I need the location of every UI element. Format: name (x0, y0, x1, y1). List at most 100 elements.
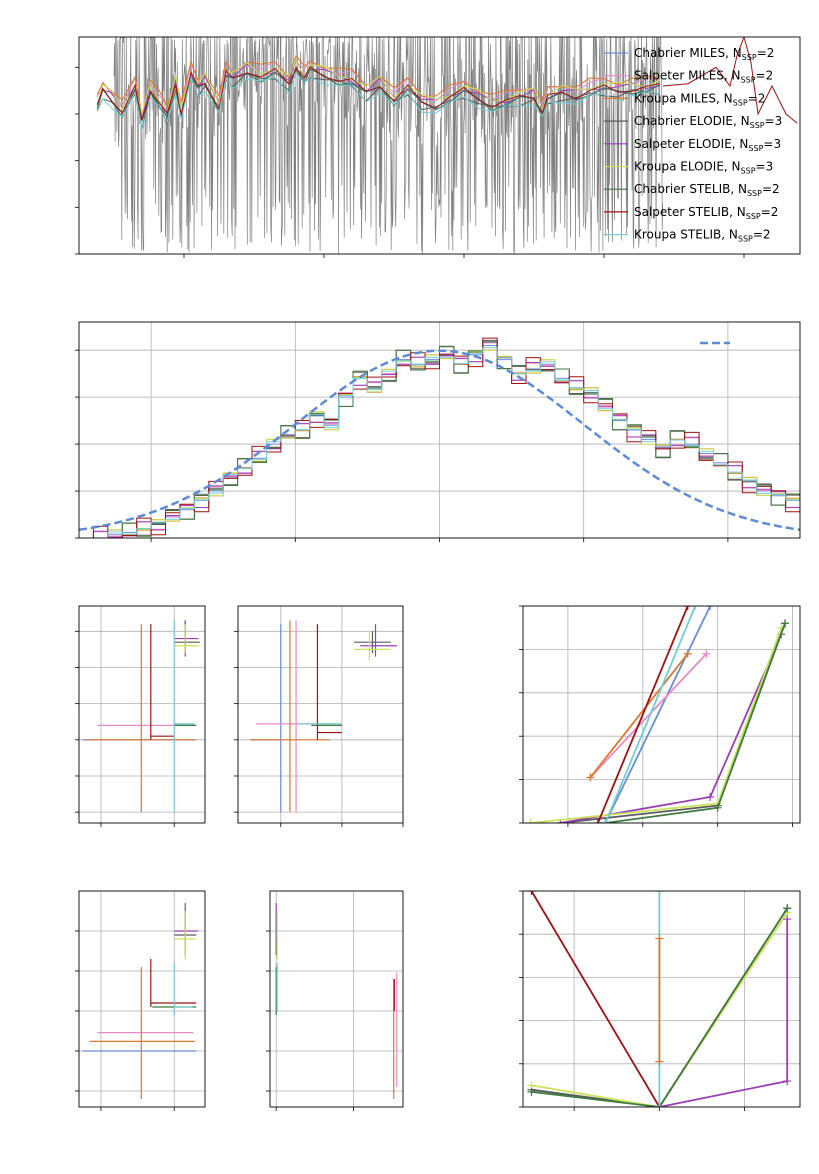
axes-frame (78, 36, 801, 255)
legend-entry: Salpeter ELODIE, NSSP=3 (634, 137, 781, 153)
data-point (683, 606, 692, 610)
data-point (655, 1103, 664, 1107)
series-line (530, 891, 661, 1107)
legend-value: =2 (761, 205, 779, 219)
series-salpeter_stelib (593, 606, 692, 823)
data-point (655, 934, 664, 943)
panel-2 (75, 321, 801, 542)
legend-label: Chabrier MILES, N (634, 46, 742, 60)
axes-frame (237, 605, 404, 824)
legend-subscript: SSP (748, 144, 763, 153)
plot-area (523, 606, 800, 823)
legend-entry: Salpeter STELIB, NSSP=2 (634, 205, 778, 221)
histogram-chabrier_stelib (93, 341, 800, 538)
legend-subscript: SSP (747, 189, 762, 198)
legend-subscript: SSP (738, 235, 753, 244)
legend-subscript: SSP (741, 167, 756, 176)
errorbar-kroupa_elodie (354, 631, 391, 661)
plot-area (238, 606, 403, 823)
errorbar-chabrier_miles (250, 624, 282, 813)
axes-frame (269, 890, 404, 1108)
legend-entry: Salpeter MILES, NSSP=2 (634, 69, 773, 85)
data-point (586, 773, 595, 782)
series-line (589, 653, 708, 779)
plot-area (96, 37, 798, 254)
legend-label: Kroupa MILES, N (634, 91, 733, 105)
model-curve-salpeter_stelib (96, 65, 661, 121)
errorbar-kroupa_miles (86, 624, 195, 813)
data-point (691, 606, 700, 610)
data-point (593, 819, 602, 823)
series-salpeter_elodie (556, 630, 786, 823)
legend-value: =2 (757, 46, 775, 60)
data-point (713, 803, 722, 812)
data-point (702, 649, 711, 658)
legend-subscript: SSP (733, 98, 748, 107)
data-point (526, 819, 535, 823)
errorbar-kroupa_stelib (173, 963, 193, 1015)
errorbar-kroupa_miles (89, 967, 195, 1099)
histogram-kroupa_stelib (93, 347, 800, 538)
plot-area (79, 606, 205, 823)
panel-5 (519, 605, 801, 827)
series-line (604, 606, 712, 823)
legend-value: =2 (748, 91, 766, 105)
errorbar-chabrier_elodie (174, 620, 200, 654)
legend-subscript: SSP (741, 76, 756, 85)
errorbar-salpeter_stelib (150, 959, 197, 1007)
legend-label: Salpeter MILES, N (634, 69, 741, 83)
errorbar-kroupa_miles (250, 620, 330, 813)
legend-label: Salpeter ELODIE, N (634, 137, 748, 151)
model-curve-kroupa_stelib (96, 72, 661, 131)
legend-value: =3 (765, 114, 783, 128)
legend-entry: Chabrier MILES, NSSP=2 (634, 46, 774, 62)
legend-subscript: SSP (742, 53, 757, 62)
data-spectrum (113, 37, 664, 254)
errorbar-salpeter_stelib (316, 624, 342, 740)
series-chabrier_stelib (601, 619, 790, 823)
legend-label: Kroupa STELIB, N (634, 228, 738, 242)
legend-value: =3 (763, 137, 781, 151)
errorbar-salpeter_elodie (174, 620, 199, 657)
model-curve-kroupa_miles (96, 54, 661, 115)
plot-area (270, 891, 403, 1107)
legend-value: =2 (762, 182, 780, 196)
errorbar-kroupa_stelib (173, 620, 195, 813)
legend-entry: Kroupa MILES, NSSP=2 (634, 91, 765, 107)
errorbar-salpeter_stelib (150, 624, 175, 740)
legend-label: Salpeter STELIB, N (634, 205, 746, 219)
legend-value: =3 (756, 160, 774, 174)
data-point (655, 891, 664, 895)
legend-label: Chabrier STELIB, N (634, 182, 747, 196)
legend-entry: Chabrier STELIB, NSSP=2 (634, 182, 780, 198)
series-kroupa_miles (586, 649, 692, 782)
data-point (601, 819, 610, 823)
series-line (589, 653, 689, 778)
data-point (527, 1087, 536, 1096)
legend-entry: Kroupa STELIB, NSSP=2 (634, 228, 771, 244)
data-point (783, 1077, 792, 1086)
data-point (783, 904, 792, 913)
series-line (604, 606, 697, 823)
series-chabrier_elodie (556, 619, 790, 823)
legend-label: Chabrier ELODIE, N (634, 114, 750, 128)
axes-frame (522, 890, 801, 1108)
errorbar-kroupa_elodie (174, 624, 200, 654)
errorbar-salpeter_miles (256, 620, 336, 813)
legend-subscript: SSP (750, 121, 765, 130)
plot-area (79, 891, 205, 1107)
axes-frame (522, 605, 801, 824)
series-kroupa_stelib (601, 606, 700, 823)
plot-area (523, 891, 800, 1107)
series-salpeter_miles (586, 649, 711, 782)
legend-value: =2 (756, 69, 774, 83)
series-line (531, 912, 788, 1107)
histogram-chabrier_miles (93, 345, 800, 538)
plot-area (79, 322, 800, 538)
panel-8 (519, 890, 801, 1111)
series-kroupa_elodie (526, 623, 786, 823)
